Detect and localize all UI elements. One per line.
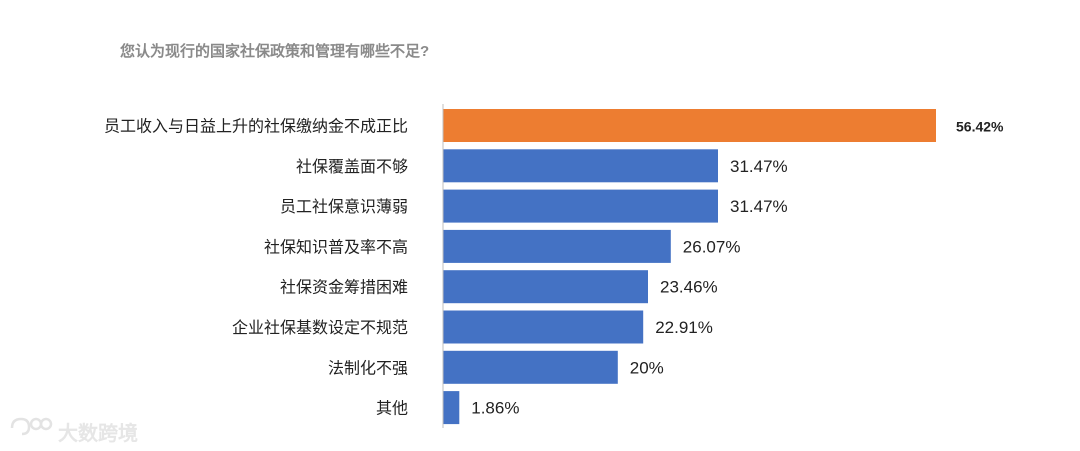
category-label-6: 法制化不强 bbox=[328, 359, 408, 377]
bar-4 bbox=[443, 270, 648, 304]
logo-icon bbox=[10, 417, 53, 436]
value-label-2: 31.47% bbox=[730, 197, 788, 216]
bars-group bbox=[443, 109, 936, 425]
bar-1 bbox=[443, 149, 718, 183]
value-label-5: 22.91% bbox=[655, 318, 713, 337]
value-labels: 56.42% 31.47% 31.47% 26.07% 23.46% 22.91% 20% 1… bbox=[471, 119, 1004, 418]
category-label-3: 社保知识普及率不高 bbox=[264, 238, 408, 256]
value-label-6: 20% bbox=[630, 358, 664, 377]
category-label-7: 其他 bbox=[376, 400, 408, 418]
category-label-4: 社保资金筹措困难 bbox=[280, 279, 408, 297]
bar-3 bbox=[443, 229, 671, 263]
bar-6 bbox=[443, 350, 618, 384]
bar-0 bbox=[443, 109, 936, 142]
bar-2 bbox=[443, 189, 718, 223]
value-label-0: 56.42% bbox=[956, 119, 1004, 135]
value-label-1: 31.47% bbox=[730, 157, 788, 176]
category-label-2: 员工社保意识薄弱 bbox=[280, 197, 408, 216]
category-label-0: 员工收入与日益上升的社保缴纳金不成正比 bbox=[104, 118, 408, 136]
category-label-5: 企业社保基数设定不规范 bbox=[232, 319, 408, 337]
watermark: 大数跨境 bbox=[10, 417, 138, 445]
bar-5 bbox=[443, 310, 644, 344]
category-labels: 员工收入与日益上升的社保缴纳金不成正比社保覆盖面不够员工社保意识薄弱社保知识普及… bbox=[104, 118, 408, 418]
value-label-3: 26.07% bbox=[683, 237, 741, 256]
value-label-4: 23.46% bbox=[660, 278, 718, 297]
bar-7 bbox=[443, 391, 460, 425]
watermark-text: 大数跨境 bbox=[58, 421, 138, 445]
value-label-7: 1.86% bbox=[471, 399, 519, 418]
chart-title: 您认为现行的国家社保政策和管理有哪些不足? bbox=[119, 42, 429, 60]
category-label-1: 社保覆盖面不够 bbox=[296, 158, 408, 176]
